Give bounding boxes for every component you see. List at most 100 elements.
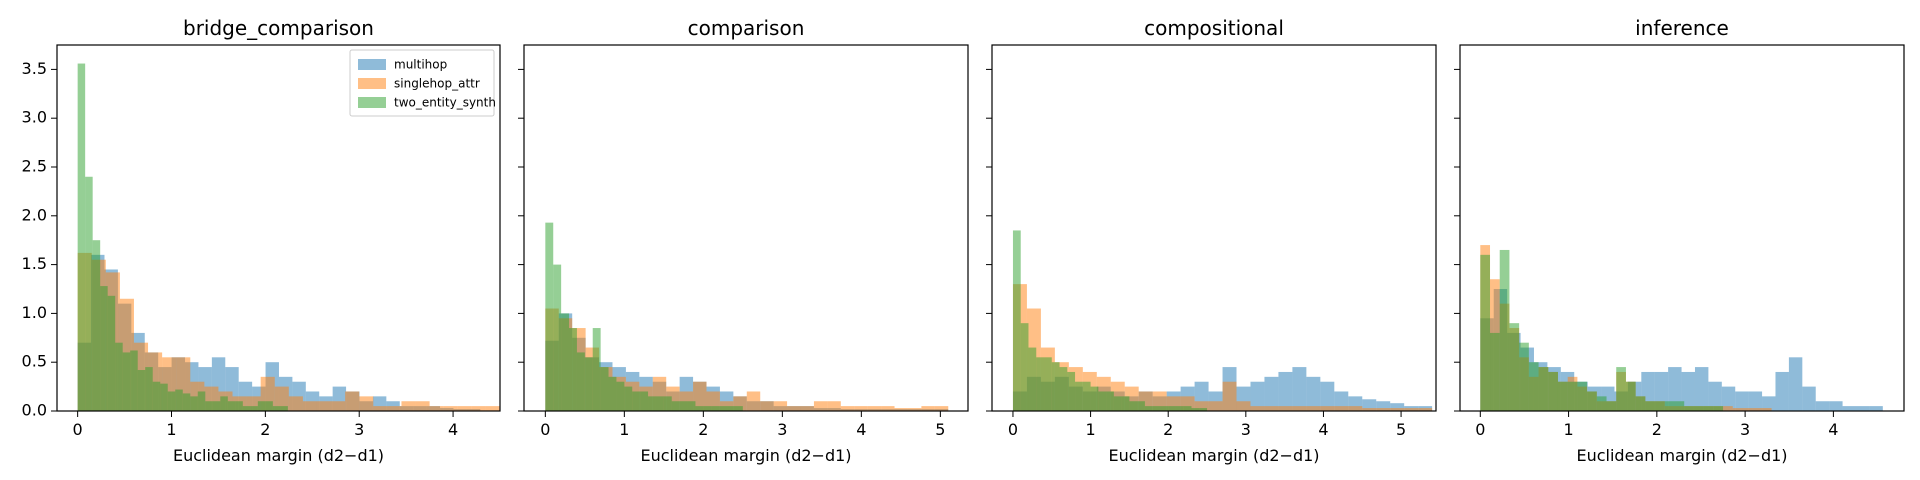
histogram-bar [1723, 406, 1733, 411]
histogram-bar [1855, 406, 1870, 411]
histogram-bar [1320, 406, 1335, 411]
histogram-bar [1596, 396, 1607, 411]
histogram-bar [687, 401, 696, 411]
histogram-bar [1664, 401, 1675, 411]
histogram-bar [257, 401, 266, 411]
histogram-bar [1635, 396, 1646, 411]
x-tick-label: 1 [1085, 420, 1095, 439]
histogram-bar [1250, 381, 1265, 411]
histogram-bar [1129, 401, 1138, 411]
x-tick-label: 2 [1163, 420, 1173, 439]
histogram-bar [1222, 381, 1237, 411]
histogram-bar [693, 381, 707, 411]
subplot-title: inference [1635, 16, 1729, 40]
histogram-bar [655, 396, 664, 411]
histogram-bar [1788, 357, 1803, 411]
histogram-bar [274, 386, 289, 411]
histogram-bar [1694, 367, 1709, 411]
histogram-bar [1059, 367, 1068, 411]
histogram-bar [1490, 332, 1500, 411]
axes-frame [523, 44, 969, 412]
histogram-bar [280, 406, 288, 411]
histogram-bar [663, 396, 672, 411]
histogram-bar [1829, 401, 1843, 411]
x-axis-label: Euclidean margin (d2−d1) [640, 446, 851, 465]
histogram-bar [1681, 371, 1695, 411]
histogram-bar [671, 401, 680, 411]
histogram-bar [92, 240, 101, 411]
histogram-bar [1708, 381, 1722, 411]
histogram-bar [415, 401, 430, 411]
histogram-bar [1668, 367, 1682, 411]
histogram-bar [711, 406, 720, 411]
histogram-bar [1292, 406, 1307, 411]
histogram-bar [212, 401, 221, 411]
x-axis-label: Euclidean margin (d2−d1) [173, 446, 384, 465]
histogram-bar [727, 406, 735, 411]
histogram-bar [1183, 406, 1192, 411]
x-tick-label: 3 [1740, 420, 1750, 439]
histogram-bar [1106, 391, 1114, 411]
histogram-bar [1194, 401, 1209, 411]
x-tick-label: 4 [448, 420, 458, 439]
histogram-bar [1815, 401, 1830, 411]
histogram-bar [1028, 347, 1037, 411]
histogram-bar [1137, 401, 1145, 411]
histogram-bar [1732, 408, 1743, 411]
histogram-bar [600, 367, 609, 411]
x-tick-label: 0 [73, 420, 83, 439]
histogram-bar [175, 389, 183, 411]
histogram-bar [624, 386, 633, 411]
histogram-bar [1362, 399, 1377, 411]
x-tick-label: 0 [1475, 420, 1485, 439]
histogram-bar [584, 357, 593, 411]
histogram-bar [545, 222, 554, 411]
histogram-bar [867, 406, 882, 411]
histogram-bar [1082, 381, 1091, 411]
histogram-bar [1528, 362, 1539, 411]
legend-label: two_entity_synth [394, 96, 496, 110]
histogram-bar [115, 342, 123, 411]
x-tick-label: 1 [619, 420, 629, 439]
histogram-bar [787, 406, 801, 411]
histogram-bar [1067, 371, 1076, 411]
histogram-bar [152, 381, 161, 411]
histogram-bar [1703, 406, 1714, 411]
legend-label: multihop [394, 58, 447, 72]
y-tick-label: 0.0 [22, 401, 47, 420]
histogram-bar [1742, 408, 1753, 411]
histogram-bar [773, 401, 788, 411]
histogram-bar [471, 406, 486, 411]
histogram-bar [1160, 406, 1169, 411]
histogram-bar [907, 408, 922, 411]
histogram-bar [1645, 401, 1656, 411]
x-tick-label: 4 [856, 420, 866, 439]
histogram-bar [1208, 401, 1223, 411]
histogram-bar [1567, 381, 1578, 411]
histogram-bar [1693, 406, 1704, 411]
histogram-bar [182, 393, 191, 411]
histogram-bar [1869, 406, 1883, 411]
histogram-bar [813, 401, 828, 411]
histogram-bar [840, 406, 855, 411]
legend: multihop singlehop_attr two_entity_synth [349, 49, 496, 117]
histogram-bar [1376, 401, 1391, 411]
histogram-bar [921, 406, 935, 411]
histogram-bar [1775, 371, 1789, 411]
histogram-bar [122, 352, 131, 411]
y-tick-label: 2.0 [22, 205, 47, 224]
subplot-title: bridge_comparison [183, 16, 374, 40]
histogram-bar [1236, 401, 1251, 411]
subplot-2: 0 1 2 3 4 5 comparison Euclidean margin (d2−d1) [518, 16, 969, 465]
histogram-bar [561, 313, 570, 411]
histogram-bar [1264, 376, 1279, 411]
histogram-bar [719, 406, 728, 411]
histogram-bar [1199, 408, 1208, 411]
histogram-bar [1306, 376, 1321, 411]
histogram-bar [302, 401, 317, 411]
histogram-bar [648, 396, 656, 411]
histogram-bar [1509, 323, 1520, 411]
x-tick-label: 5 [935, 420, 945, 439]
histogram-bar [1616, 367, 1626, 411]
